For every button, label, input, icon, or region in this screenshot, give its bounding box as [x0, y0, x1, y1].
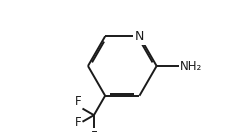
Text: NH₂: NH₂	[180, 60, 202, 72]
Text: F: F	[75, 116, 81, 129]
Text: F: F	[91, 130, 97, 132]
Text: N: N	[135, 30, 144, 43]
Text: F: F	[75, 95, 81, 108]
